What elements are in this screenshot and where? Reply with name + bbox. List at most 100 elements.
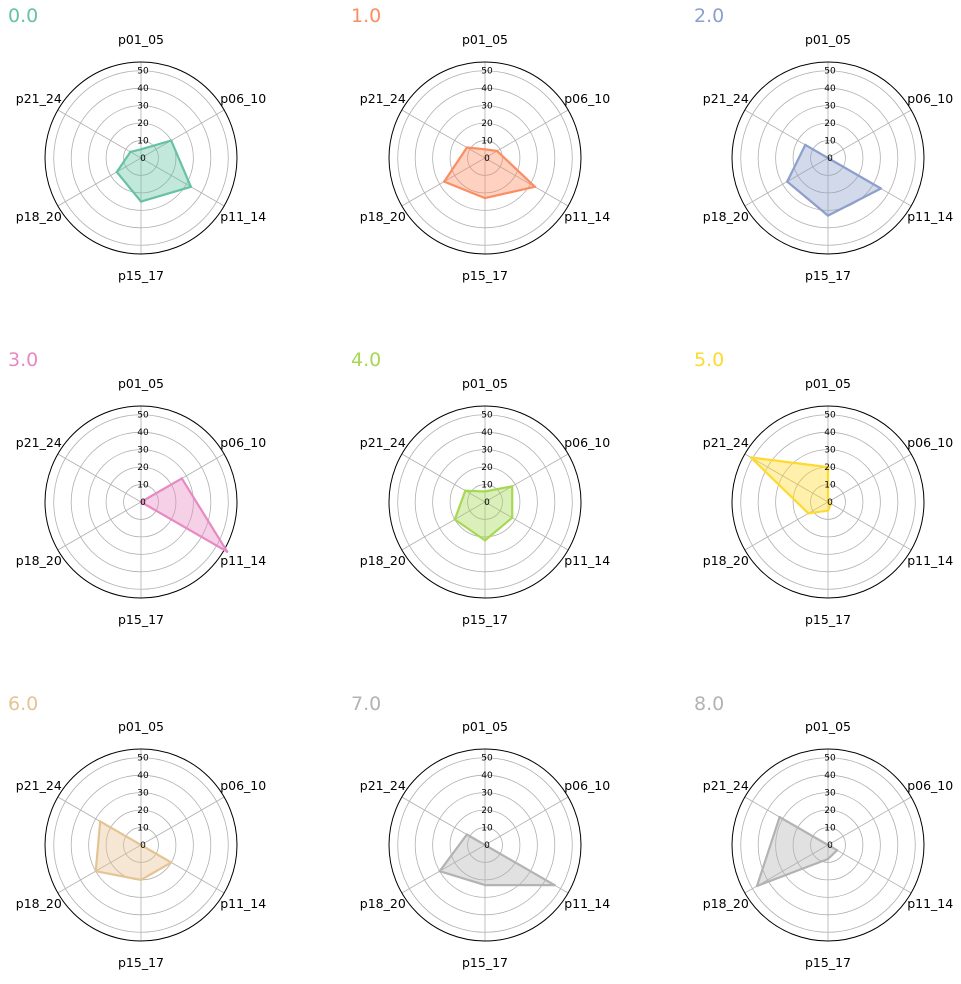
radial-tick-label: 20	[137, 463, 149, 473]
axis-label: p01_05	[805, 376, 851, 391]
axis-label: p11_14	[564, 896, 610, 911]
series-area	[453, 485, 514, 542]
radial-tick-label: 10	[824, 481, 836, 491]
series-area	[786, 143, 883, 217]
axis-label: p21_24	[703, 435, 749, 450]
data-point	[785, 180, 789, 183]
data-point	[129, 150, 132, 154]
panel-title: 3.0	[8, 349, 38, 371]
grid-spoke	[140, 109, 225, 159]
radial-tick-label: 50	[137, 411, 149, 421]
data-point	[453, 518, 456, 521]
radial-tick-label: 50	[137, 67, 149, 77]
radial-tick-label: 30	[481, 789, 493, 799]
radial-tick-label: 20	[481, 806, 493, 816]
axis-label: p06_10	[907, 778, 953, 793]
series-area	[749, 456, 833, 515]
grid-spoke	[57, 109, 142, 159]
radial-tick-label: 10	[137, 137, 149, 147]
axis-label: p18_20	[16, 209, 62, 224]
grid-spoke	[401, 453, 486, 503]
radial-tick-label: 50	[481, 754, 493, 764]
radar-panel-2: 2.0 0 10 20 30 40 50 p01_05 p06_10 p11_14 p15_17 p1…	[694, 5, 953, 283]
axis-label: p21_24	[360, 778, 406, 793]
radial-tick-label: 30	[137, 102, 149, 112]
radial-tick-label: 30	[824, 446, 836, 456]
radial-tick-label: 50	[824, 411, 836, 421]
radial-tick-label: 50	[481, 67, 493, 77]
data-point	[115, 170, 119, 174]
grid-spoke	[57, 453, 142, 503]
axis-label: p11_14	[220, 896, 266, 911]
grid-spoke	[744, 453, 829, 503]
outer-frame	[731, 61, 925, 255]
axis-label: p15_17	[805, 955, 851, 970]
series-area	[139, 477, 229, 553]
axis-label: p15_17	[118, 955, 164, 970]
axis-label: p01_05	[805, 719, 851, 734]
radial-tick-label: 40	[481, 84, 493, 94]
axis-label: p11_14	[220, 209, 266, 224]
panel-title: 8.0	[694, 693, 724, 715]
data-point	[835, 849, 839, 852]
data-point	[180, 477, 184, 480]
axis-label: p01_05	[462, 719, 508, 734]
panel-title: 4.0	[351, 349, 381, 371]
axis-label: p18_20	[703, 209, 749, 224]
axis-label: p06_10	[564, 435, 610, 450]
data-point	[553, 883, 556, 887]
panel-title: 1.0	[351, 5, 381, 27]
data-point	[483, 490, 487, 493]
axis-label: p11_14	[907, 896, 953, 911]
radar-panel-1: 1.0 0 10 20 30 40 50 p01_05 p06_10 p11_14 p15_17 p1…	[351, 5, 610, 283]
series-area	[94, 820, 173, 882]
radial-tick-label: 20	[481, 119, 493, 129]
radial-tick-label: 40	[137, 428, 149, 438]
axis-label: p21_24	[360, 435, 406, 450]
data-point	[225, 550, 229, 553]
data-point	[189, 185, 193, 188]
axis-label: p15_17	[118, 268, 164, 283]
radial-tick-label: 30	[481, 446, 493, 456]
radial-tick-label: 20	[137, 806, 149, 816]
data-point	[778, 815, 781, 819]
data-point	[826, 500, 830, 504]
radar-panel-4: 4.0 0 10 20 30 40 50 p01_05 p06_10 p11_14 p15_17 p1…	[351, 349, 610, 627]
data-point	[826, 857, 830, 861]
axis-label: p18_20	[703, 553, 749, 568]
radial-tick-label: 10	[481, 824, 493, 834]
outer-frame	[731, 405, 925, 599]
series-area	[438, 833, 556, 887]
data-point	[483, 843, 487, 847]
radial-tick-label: 30	[481, 102, 493, 112]
radial-tick-label: 30	[824, 789, 836, 799]
radial-tick-label: 50	[824, 67, 836, 77]
data-point	[826, 214, 830, 217]
data-point	[755, 884, 759, 888]
grid-spoke	[140, 796, 225, 846]
outer-frame	[44, 61, 238, 255]
axis-label: p21_24	[16, 91, 62, 106]
radar-panel-7: 7.0 0 10 20 30 40 50 p01_05 p06_10 p11_14 p15_17 p1…	[351, 693, 610, 970]
radial-tick-label: 40	[137, 771, 149, 781]
data-point	[495, 149, 499, 153]
series-area	[115, 139, 192, 203]
data-point	[139, 843, 143, 847]
data-point	[139, 148, 143, 151]
grid-spoke	[401, 844, 486, 894]
data-point	[483, 883, 487, 887]
axis-label: p06_10	[564, 91, 610, 106]
radial-tick-label: 20	[824, 119, 836, 129]
radial-tick-label: 0	[484, 841, 490, 851]
grid-spoke	[484, 453, 569, 503]
outer-frame	[388, 748, 582, 942]
data-point	[533, 185, 537, 188]
radial-tick-label: 10	[481, 137, 493, 147]
axis-label: p06_10	[220, 435, 266, 450]
radial-tick-label: 0	[827, 154, 833, 164]
axis-label: p21_24	[16, 435, 62, 450]
data-point	[826, 465, 830, 469]
axis-label: p15_17	[462, 955, 508, 970]
radial-tick-label: 20	[137, 119, 149, 129]
